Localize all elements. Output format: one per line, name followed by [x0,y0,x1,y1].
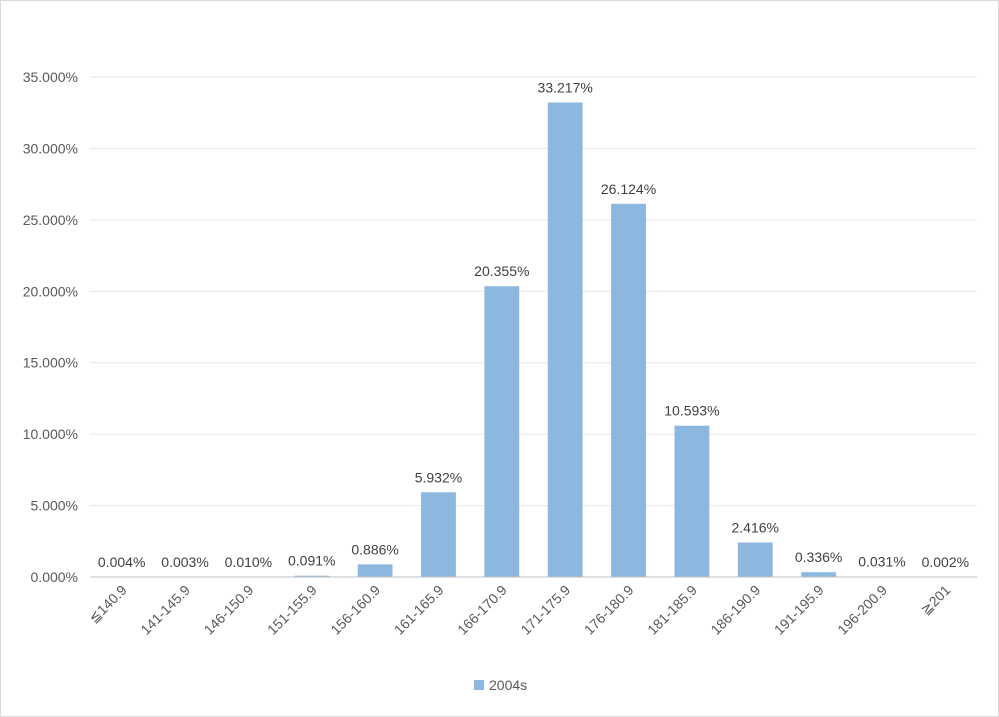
bar [421,492,456,577]
x-tick-label: 176-180.9 [581,582,637,638]
y-tick-label: 10.000% [23,426,78,442]
data-label: 2.416% [732,519,779,535]
data-labels: 0.004% 0.003% 0.010% 0.091% 0.886% 5.932% 20.3… [98,79,969,570]
bar [801,572,837,577]
bar [294,575,330,577]
data-label: 0.002% [922,554,969,570]
y-tick-label: 25.000% [23,212,78,228]
bar [484,286,520,577]
x-tick-label: 146-150.9 [201,582,257,638]
legend: 2004s [474,677,527,693]
legend-swatch [474,680,484,690]
legend-label: 2004s [489,677,527,693]
data-label: 0.010% [225,554,272,570]
bar [547,102,583,577]
data-label: 0.003% [161,554,208,570]
data-label: 10.593% [664,403,719,419]
x-tick-label: 171-175.9 [517,582,573,638]
x-tick-label: 196-200.9 [834,582,890,638]
x-tick-label: 166-170.9 [454,582,510,638]
data-label: 0.336% [795,549,842,565]
x-axis: ≦140.9 141-145.9 146-150.9 151-155.9 156-160… [85,576,977,638]
bar [674,425,710,577]
y-tick-label: 15.000% [23,355,78,371]
x-tick-label: 186-190.9 [707,582,763,638]
y-tick-label: 0.000% [31,569,78,585]
data-label: 26.124% [601,181,656,197]
x-tick-label: 181-185.9 [644,582,700,638]
gridlines [90,76,977,507]
data-label: 20.355% [474,263,529,279]
x-tick-label: 151-155.9 [264,582,320,638]
x-tick-label: ≦140.9 [85,582,130,627]
y-tick-label: 20.000% [23,283,78,299]
data-label: 0.886% [351,541,398,557]
x-tick-label: 156-160.9 [327,582,383,638]
data-label: 5.932% [415,469,462,485]
x-tick-label: 191-195.9 [771,582,827,638]
data-label: 0.004% [98,554,145,570]
bars [104,102,963,578]
bar [611,203,646,578]
x-tick-label: 141-145.9 [137,582,193,638]
data-label: 0.031% [858,554,905,570]
y-tick-label: 35.000% [23,69,78,85]
bar [357,564,393,577]
data-label: 33.217% [538,79,593,95]
y-tick-label: 30.000% [23,140,78,156]
y-axis: 0.000% 5.000% 10.000% 15.000% 20.000% 25.000%… [23,69,78,585]
x-tick-label: ≧201 [917,582,953,618]
x-tick-label: 161-165.9 [391,582,447,638]
data-label: 0.091% [288,553,335,569]
y-tick-label: 5.000% [31,498,78,514]
bar [737,542,773,577]
